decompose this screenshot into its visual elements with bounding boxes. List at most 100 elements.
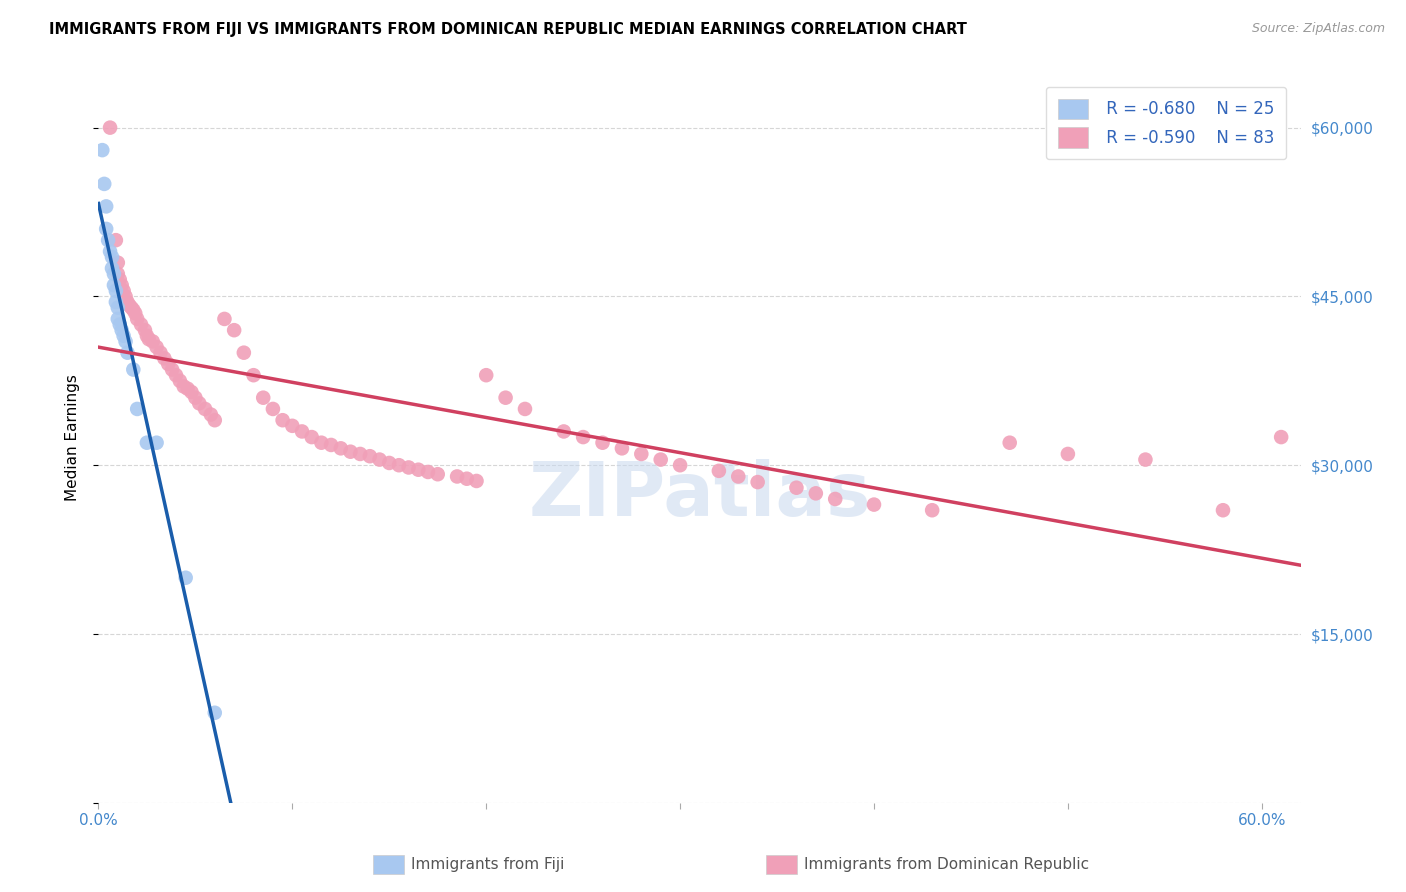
Point: [107, 267, 129, 281]
Point: [707, 464, 730, 478]
Point: [176, 382, 198, 396]
Point: [368, 452, 391, 467]
Point: [553, 425, 575, 439]
Point: [145, 435, 167, 450]
Point: [214, 312, 236, 326]
Point: [426, 467, 449, 482]
Y-axis label: Median Earnings: Median Earnings: [65, 374, 80, 500]
Point: [224, 323, 246, 337]
Text: Immigrants from Dominican Republic: Immigrants from Dominican Republic: [804, 857, 1090, 871]
Point: [112, 284, 135, 298]
Point: [103, 278, 125, 293]
Point: [1057, 447, 1080, 461]
Point: [135, 328, 157, 343]
Point: [101, 250, 124, 264]
Point: [104, 284, 127, 298]
Point: [1270, 430, 1292, 444]
Point: [111, 323, 134, 337]
Point: [592, 435, 614, 450]
Point: [204, 706, 226, 720]
Point: [232, 345, 254, 359]
Point: [180, 385, 202, 400]
Point: [127, 401, 149, 416]
Point: [157, 357, 180, 371]
Point: [107, 301, 129, 315]
Point: [416, 465, 439, 479]
Point: [118, 298, 141, 312]
Point: [104, 233, 127, 247]
Point: [184, 391, 207, 405]
Text: IMMIGRANTS FROM FIJI VS IMMIGRANTS FROM DOMINICAN REPUBLIC MEDIAN EARNINGS CORRE: IMMIGRANTS FROM FIJI VS IMMIGRANTS FROM …: [49, 22, 967, 37]
Point: [107, 312, 129, 326]
Point: [98, 244, 121, 259]
Point: [111, 278, 134, 293]
Legend:  R = -0.680    N = 25,  R = -0.590    N = 83: R = -0.680 N = 25, R = -0.590 N = 83: [1046, 87, 1286, 160]
Point: [112, 328, 135, 343]
Point: [122, 302, 145, 317]
Point: [138, 332, 160, 346]
Point: [339, 444, 361, 458]
Point: [127, 312, 149, 326]
Point: [98, 120, 121, 135]
Point: [124, 306, 146, 320]
Point: [349, 447, 371, 461]
Point: [252, 391, 274, 405]
Point: [921, 503, 943, 517]
Point: [96, 199, 118, 213]
Point: [120, 301, 142, 315]
Point: [91, 143, 114, 157]
Point: [242, 368, 264, 383]
Point: [200, 408, 222, 422]
Point: [495, 391, 517, 405]
Point: [174, 571, 197, 585]
Point: [135, 435, 157, 450]
Point: [114, 289, 136, 303]
Point: [93, 177, 115, 191]
Point: [101, 261, 124, 276]
Point: [319, 438, 342, 452]
Point: [142, 334, 165, 349]
Point: [153, 351, 176, 366]
Point: [97, 233, 120, 247]
Point: [96, 222, 118, 236]
Point: [114, 334, 136, 349]
Point: [1135, 452, 1157, 467]
Point: [650, 452, 672, 467]
Point: [388, 458, 411, 473]
Point: [359, 449, 381, 463]
Point: [378, 456, 401, 470]
Point: [104, 295, 127, 310]
Point: [572, 430, 595, 444]
Point: [998, 435, 1021, 450]
Point: [513, 401, 536, 416]
Point: [281, 418, 304, 433]
Point: [103, 267, 125, 281]
Point: [727, 469, 749, 483]
Point: [262, 401, 284, 416]
Point: [465, 474, 488, 488]
Point: [747, 475, 769, 489]
Text: Immigrants from Fiji: Immigrants from Fiji: [411, 857, 564, 871]
Point: [329, 442, 352, 456]
Text: Source: ZipAtlas.com: Source: ZipAtlas.com: [1251, 22, 1385, 36]
Point: [122, 362, 145, 376]
Point: [129, 318, 152, 332]
Point: [145, 340, 167, 354]
Point: [824, 491, 846, 506]
Point: [863, 498, 886, 512]
Point: [160, 362, 183, 376]
Point: [169, 374, 191, 388]
Point: [291, 425, 314, 439]
Point: [475, 368, 498, 383]
Point: [1212, 503, 1234, 517]
Point: [630, 447, 652, 461]
Point: [173, 379, 195, 393]
Point: [108, 272, 131, 286]
Point: [669, 458, 692, 473]
Point: [398, 460, 420, 475]
Point: [804, 486, 827, 500]
Point: [117, 295, 139, 310]
Point: [408, 463, 430, 477]
Point: [301, 430, 323, 444]
Point: [446, 469, 468, 483]
